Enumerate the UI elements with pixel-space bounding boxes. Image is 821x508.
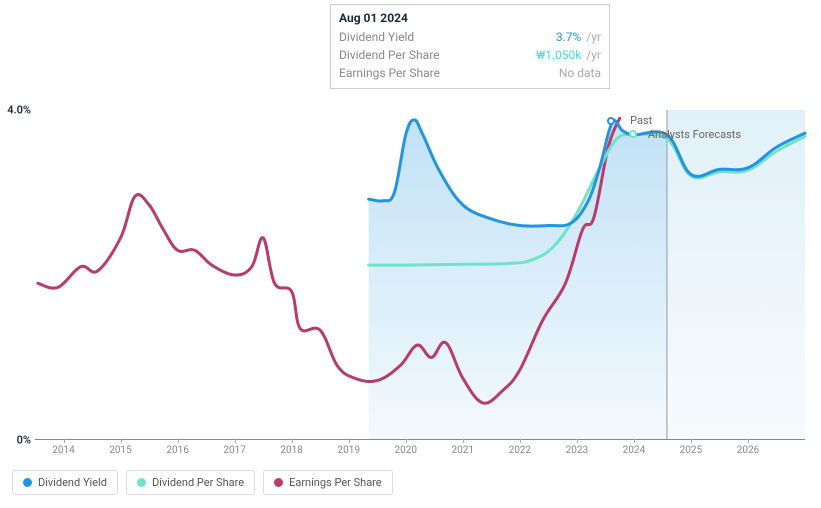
x-tick-label: 2026 xyxy=(737,445,759,456)
dividend-yield-area xyxy=(369,120,667,440)
legend-label: Earnings Per Share xyxy=(289,476,382,489)
legend-label: Dividend Per Share xyxy=(152,476,244,489)
x-tick-label: 2017 xyxy=(223,445,245,456)
chart-legend: Dividend Yield Dividend Per Share Earnings… xyxy=(12,470,393,495)
legend-dot xyxy=(274,478,283,487)
y-axis: 0%4.0% xyxy=(0,110,35,440)
x-tick-label: 2018 xyxy=(280,445,302,456)
tooltip-row: Dividend Per Share₩1.050k /yr xyxy=(339,46,601,64)
chart-tooltip: Aug 01 2024 Dividend Yield3.7% /yrDivide… xyxy=(330,4,610,89)
x-tick-label: 2021 xyxy=(452,445,474,456)
x-axis-line xyxy=(35,439,805,440)
annotation-forecast: Analysts Forecasts xyxy=(648,128,741,141)
tooltip-row: Earnings Per ShareNo data xyxy=(339,64,601,82)
dividend-chart: Aug 01 2024 Dividend Yield3.7% /yrDivide… xyxy=(0,0,821,508)
legend-item-dividend-per-share[interactable]: Dividend Per Share xyxy=(126,470,255,495)
legend-item-dividend-yield[interactable]: Dividend Yield xyxy=(12,470,118,495)
annotation-past: Past xyxy=(630,114,652,127)
chart-plot-area[interactable]: PastAnalysts Forecasts xyxy=(35,110,805,440)
x-tick-label: 2015 xyxy=(109,445,131,456)
legend-item-earnings-per-share[interactable]: Earnings Per Share xyxy=(263,470,393,495)
tooltip-row: Dividend Yield3.7% /yr xyxy=(339,28,601,46)
x-tick-label: 2020 xyxy=(394,445,416,456)
x-tick-label: 2016 xyxy=(166,445,188,456)
x-tick-label: 2025 xyxy=(680,445,702,456)
x-tick-label: 2023 xyxy=(566,445,588,456)
x-tick-label: 2014 xyxy=(52,445,74,456)
tooltip-date: Aug 01 2024 xyxy=(339,11,601,25)
series-marker xyxy=(629,130,637,138)
legend-dot xyxy=(23,478,32,487)
legend-dot xyxy=(137,478,146,487)
x-tick-label: 2019 xyxy=(337,445,359,456)
x-tick-label: 2022 xyxy=(509,445,531,456)
y-tick-label: 0% xyxy=(17,434,31,447)
x-tick-label: 2024 xyxy=(623,445,645,456)
forecast-region xyxy=(667,110,805,440)
x-axis: 2014 2015 2016 2017 2018 2019 2020 2021 2022 2023… xyxy=(35,442,805,462)
y-tick-label: 4.0% xyxy=(7,104,31,117)
legend-label: Dividend Yield xyxy=(38,476,107,489)
